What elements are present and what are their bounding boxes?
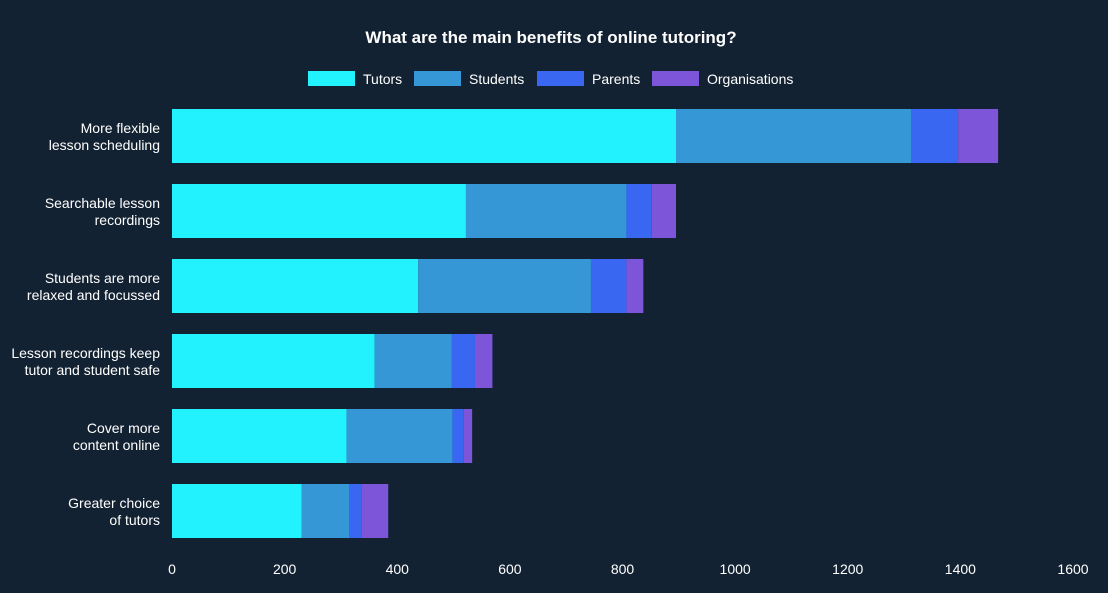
- chart-title: What are the main benefits of online tut…: [365, 28, 736, 47]
- category-label-3-line-0: Lesson recordings keep: [11, 345, 160, 361]
- category-label-2-line-1: relaxed and focussed: [27, 287, 160, 303]
- legend-swatch-parents: [537, 71, 584, 86]
- bar-segment-tutors-3: [172, 334, 375, 388]
- category-label-5-line-1: of tutors: [109, 512, 160, 528]
- bar-segment-organisations-4: [463, 409, 473, 463]
- category-label-3-line-1: tutor and student safe: [25, 362, 161, 378]
- x-tick-label-1000: 1000: [720, 561, 751, 577]
- legend-swatch-students: [414, 71, 461, 86]
- bar-segment-tutors-5: [172, 484, 302, 538]
- legend: Tutors Students Parents Organisations: [308, 71, 793, 87]
- bar-segment-parents-5: [349, 484, 362, 538]
- legend-label-organisations: Organisations: [707, 71, 793, 87]
- x-axis-ticks: 0 200 400 600 800 1000 1200 1400 1600: [168, 561, 1089, 577]
- bar-segment-organisations-3: [474, 334, 493, 388]
- bar-segment-parents-3: [451, 334, 475, 388]
- x-tick-label-1600: 1600: [1057, 561, 1088, 577]
- bar-segment-tutors-4: [172, 409, 347, 463]
- bar-segment-organisations-2: [626, 259, 644, 313]
- bar-segment-students-2: [418, 259, 591, 313]
- x-tick-label-400: 400: [386, 561, 410, 577]
- category-label-4-line-1: content online: [73, 437, 160, 453]
- x-tick-label-1200: 1200: [832, 561, 863, 577]
- x-tick-label-800: 800: [611, 561, 635, 577]
- bar-segment-students-3: [374, 334, 452, 388]
- bar-segment-parents-4: [452, 409, 464, 463]
- category-label-4-line-0: Cover more: [87, 420, 160, 436]
- category-label-0-line-0: More flexible: [81, 120, 161, 136]
- legend-swatch-tutors: [308, 71, 355, 86]
- bar-segment-organisations-1: [651, 184, 676, 238]
- x-tick-label-1400: 1400: [945, 561, 976, 577]
- bar-segment-students-1: [465, 184, 627, 238]
- bars-group: [172, 109, 999, 538]
- bar-segment-tutors-2: [172, 259, 419, 313]
- bar-segment-organisations-5: [361, 484, 389, 538]
- category-label-2-line-0: Students are more: [45, 270, 160, 286]
- category-label-1-line-1: recordings: [95, 212, 160, 228]
- bar-segment-parents-1: [626, 184, 652, 238]
- bar-segment-tutors-1: [172, 184, 466, 238]
- legend-label-tutors: Tutors: [363, 71, 402, 87]
- bar-segment-parents-0: [911, 109, 959, 163]
- x-tick-label-600: 600: [498, 561, 522, 577]
- x-tick-label-200: 200: [273, 561, 297, 577]
- legend-label-parents: Parents: [592, 71, 640, 87]
- category-label-5-line-0: Greater choice: [68, 495, 160, 511]
- bar-segment-tutors-0: [172, 109, 676, 163]
- legend-label-students: Students: [469, 71, 524, 87]
- bar-segment-students-5: [301, 484, 350, 538]
- bar-segment-students-4: [346, 409, 453, 463]
- category-label-1-line-0: Searchable lesson: [45, 195, 160, 211]
- x-tick-label-0: 0: [168, 561, 176, 577]
- bar-segment-students-0: [675, 109, 912, 163]
- category-label-0-line-1: lesson scheduling: [49, 137, 160, 153]
- legend-swatch-organisations: [652, 71, 699, 86]
- bar-segment-parents-2: [590, 259, 627, 313]
- bar-segment-organisations-0: [958, 109, 999, 163]
